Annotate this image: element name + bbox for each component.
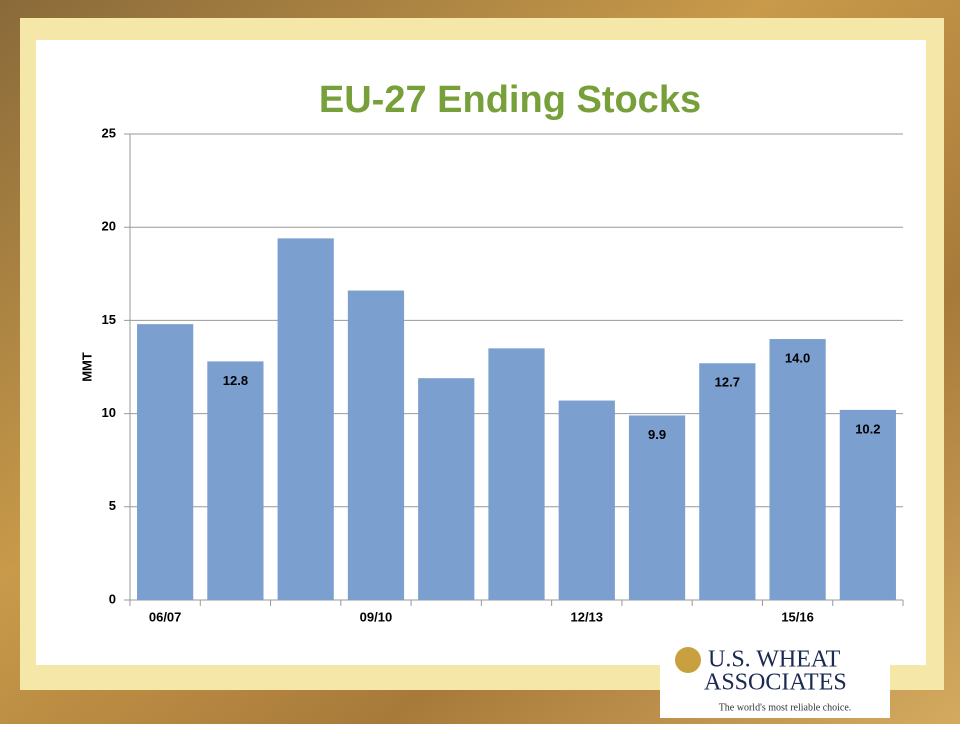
y-tick-label: 20 xyxy=(102,219,116,234)
y-tick-label: 10 xyxy=(102,405,116,420)
x-tick-label: 06/07 xyxy=(149,609,182,624)
value-label: 12.8 xyxy=(223,373,248,388)
value-label: 10.2 xyxy=(855,421,880,436)
bar xyxy=(629,415,685,600)
y-tick-label: 25 xyxy=(102,125,116,140)
bar xyxy=(840,410,896,600)
y-tick-label: 5 xyxy=(109,498,116,513)
value-label: 12.7 xyxy=(715,375,740,390)
slide: EU-27 Ending Stocks MMT 0 5 10 15 20 25 06/07 1… xyxy=(0,0,960,724)
chart-title: EU-27 Ending Stocks xyxy=(319,79,701,121)
value-label: 14.0 xyxy=(785,350,810,365)
bar xyxy=(488,348,544,600)
x-tick-label: 09/10 xyxy=(360,609,393,624)
value-label: 9.9 xyxy=(648,427,666,442)
bar xyxy=(278,238,334,600)
y-tick-label: 0 xyxy=(109,591,116,606)
bar xyxy=(769,339,825,600)
bar xyxy=(207,361,263,600)
x-tick-label: 12/13 xyxy=(570,609,603,624)
bar xyxy=(137,324,193,600)
bar xyxy=(559,401,615,600)
bar xyxy=(418,378,474,600)
logo-line2: ASSOCIATES xyxy=(704,670,847,696)
logo-icon xyxy=(675,647,701,673)
x-tick-label: 15/16 xyxy=(781,609,814,624)
bar xyxy=(348,291,404,600)
y-tick-label: 15 xyxy=(102,312,116,327)
logo-tagline: The world's most reliable choice. xyxy=(719,702,852,713)
bar xyxy=(699,363,755,600)
y-axis-label: MMT xyxy=(79,352,94,382)
